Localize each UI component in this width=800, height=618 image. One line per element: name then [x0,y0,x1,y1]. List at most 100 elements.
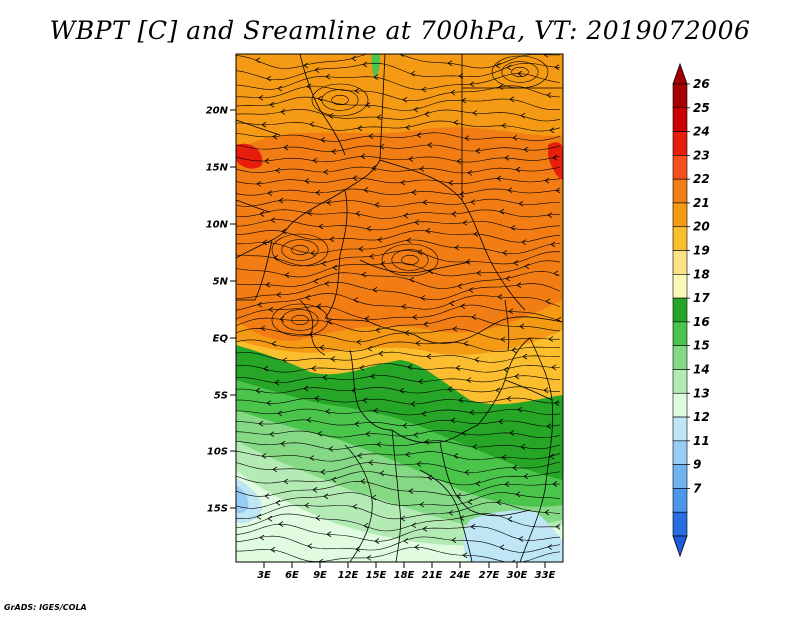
streamline-arrow [512,135,518,141]
streamline-arrow [403,538,409,544]
streamline-arrow [451,537,457,544]
colorbar-bin [672,83,688,109]
lon-tick-label: 12E [338,570,359,581]
colorbar-bin [672,416,688,442]
streamline-arrow [499,544,505,551]
streamline [236,535,561,553]
streamline [236,363,561,373]
streamline-arrow [518,536,524,542]
streamline-arrow [423,321,429,328]
streamline-eddy [331,94,349,106]
colorbar-label: 26 [693,77,710,91]
streamline [236,304,561,321]
streamline-arrow [406,237,412,244]
streamline-arrow [278,197,284,204]
streamline-arrow [497,294,503,300]
streamline-arrow [323,493,329,500]
streamline [236,144,561,152]
boundary-line [324,189,348,319]
streamline-arrow [554,64,560,71]
colorbar-label: 9 [693,458,701,472]
streamline-arrow [507,187,513,194]
streamline-arrow [304,502,310,509]
map-title: WBPT [C] and Sreamline at 700hPa, VT: 20… [49,16,751,45]
streamline-arrow [464,135,470,142]
colorbar-label: 19 [693,244,710,258]
streamline-arrow [545,298,551,305]
streamline-arrow [352,503,358,510]
streamline-arrow [469,409,475,416]
streamline-arrow [511,559,516,562]
streamline-arrow [304,178,310,184]
streamline [236,198,560,207]
streamline-arrow [323,169,329,175]
streamline-arrow [306,83,312,90]
lon-tick-label: 30E [507,570,528,581]
streamline-arrow [421,86,427,93]
streamline [236,492,561,509]
streamline-arrow [415,340,421,347]
streamline-arrow [501,122,507,129]
streamline-arrow [370,373,376,380]
streamline-arrow [410,401,416,407]
boundary-line [324,317,463,344]
streamline-arrow [427,142,433,148]
colorbar-label: 18 [693,267,710,281]
streamline-arrow [352,175,358,181]
streamline [236,230,561,243]
streamline-arrow [409,276,415,283]
colorbar-label: 15 [693,339,710,353]
streamline [236,501,561,520]
streamline-arrow [549,453,555,460]
streamline-arrow [469,81,475,88]
streamline-arrow [255,387,261,394]
colorbar-bin [672,274,688,299]
streamline-eddy [271,303,329,337]
lat-tick-label: 15N [206,163,229,174]
streamline-arrow [263,365,269,372]
boundary-line [504,299,510,351]
streamline-arrow [421,410,427,417]
boundary-line [519,337,554,562]
streamline [236,260,561,278]
streamline-arrow [453,453,459,459]
streamline-arrow [408,488,414,494]
streamline [236,386,561,394]
lon-tick-label: 3E [257,570,271,581]
boundary-line [299,54,346,156]
streamline-arrow [267,190,273,196]
colorbar-bin [672,155,688,180]
streamline-arrow [402,96,408,103]
streamline [236,513,561,532]
colorbar-bin [672,511,688,537]
streamline-eddy [271,233,329,267]
wbpt-shaded-field [236,54,563,562]
streamline-eddy [281,309,319,331]
streamline-arrow [551,364,557,371]
streamline-arrow [416,132,422,138]
streamline-arrow [314,67,320,73]
streamline-arrow [329,236,335,243]
streamline-eddy [501,61,539,83]
streamline-arrow [470,199,476,205]
streamline-arrow [498,418,504,425]
streamlines [236,54,562,562]
colorbar-label: 7 [693,481,702,495]
streamline-arrow [357,125,363,132]
streamline-arrow [547,212,553,218]
streamline-arrow [280,109,286,115]
streamline [236,219,561,231]
streamline-arrow [379,143,385,150]
colorbar-label: 20 [693,220,710,234]
lon-tick-label: 21E [422,570,443,581]
streamline-arrow [502,250,508,256]
streamline-arrow [465,258,471,265]
streamline-arrow [354,88,360,94]
field-hot-spot-west [236,143,263,169]
streamline [236,239,561,255]
streamline [236,73,561,90]
streamline [236,419,561,427]
streamline-arrow [509,430,515,436]
streamline [236,471,561,486]
streamline-arrow [510,225,516,231]
